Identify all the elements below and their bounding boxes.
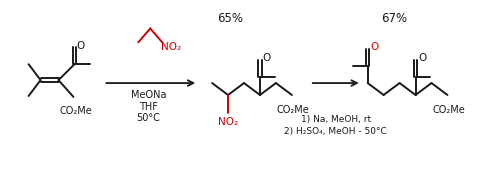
Text: O: O: [418, 53, 426, 63]
Text: CO₂Me: CO₂Me: [276, 105, 310, 115]
Text: MeONa: MeONa: [130, 90, 166, 100]
Text: CO₂Me: CO₂Me: [59, 106, 92, 116]
Text: 1) Na, MeOH, rt: 1) Na, MeOH, rt: [300, 115, 371, 124]
Text: 67%: 67%: [382, 12, 407, 25]
Text: THF: THF: [139, 102, 158, 112]
Text: O: O: [263, 53, 271, 63]
Text: NO₂: NO₂: [161, 42, 182, 52]
Text: 50°C: 50°C: [136, 113, 160, 123]
Text: NO₂: NO₂: [218, 117, 238, 127]
Text: O: O: [76, 41, 84, 51]
Text: 2) H₂SO₄, MeOH - 50°C: 2) H₂SO₄, MeOH - 50°C: [284, 127, 387, 136]
Text: O: O: [370, 42, 379, 52]
Text: 65%: 65%: [217, 12, 243, 25]
Text: CO₂Me: CO₂Me: [432, 105, 465, 115]
